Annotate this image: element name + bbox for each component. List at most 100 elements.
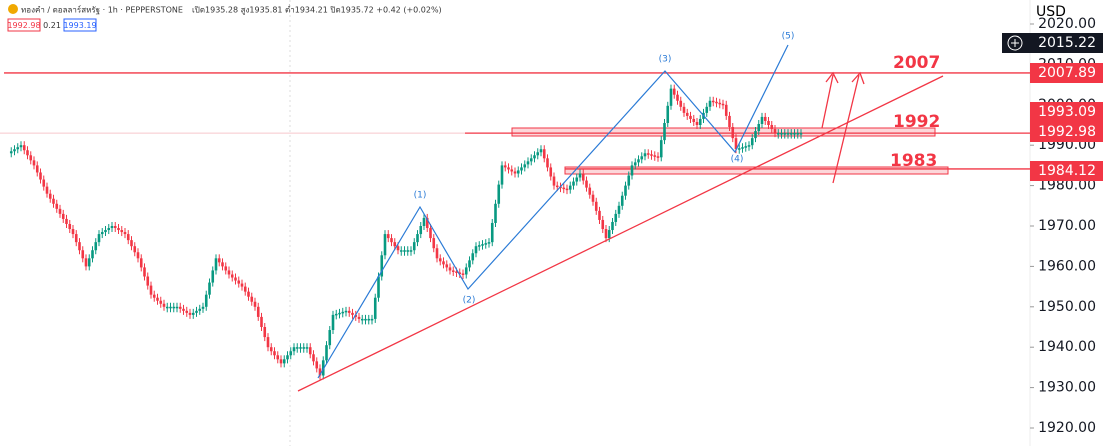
candle — [484, 243, 488, 245]
candle — [581, 173, 585, 181]
candle — [273, 351, 276, 356]
candle — [16, 147, 20, 150]
candle — [773, 129, 777, 134]
candle — [412, 242, 416, 251]
candle — [357, 316, 361, 319]
candle — [438, 258, 442, 262]
candle — [783, 133, 787, 135]
candle — [370, 318, 374, 321]
price-label: 2015.22 — [1038, 35, 1096, 51]
candle — [224, 266, 228, 271]
candle — [169, 306, 172, 309]
candle — [672, 88, 676, 95]
candle — [315, 361, 319, 369]
zone — [511, 127, 936, 137]
candle — [217, 258, 221, 263]
candle — [650, 154, 653, 156]
candle — [380, 255, 384, 277]
add-button[interactable] — [1007, 35, 1023, 51]
candle — [692, 118, 696, 122]
candle — [35, 165, 39, 173]
candle — [552, 176, 556, 186]
candle — [266, 337, 270, 348]
candle — [133, 246, 137, 253]
candle — [214, 258, 218, 271]
candle — [26, 150, 29, 156]
candle — [162, 303, 166, 307]
candle — [425, 217, 429, 229]
candle — [269, 347, 273, 352]
candle — [799, 133, 803, 135]
candle — [721, 103, 725, 106]
candle — [178, 306, 182, 309]
candle — [331, 314, 335, 331]
candle — [396, 246, 400, 251]
candle — [29, 155, 33, 161]
candle — [481, 244, 484, 246]
wave-label: (4) — [731, 155, 744, 165]
currency[interactable]: USD — [1036, 4, 1066, 20]
candle — [546, 158, 549, 168]
trend-line — [297, 75, 944, 392]
price-label: 2007.89 — [1038, 65, 1096, 81]
candle — [191, 312, 195, 315]
candle — [110, 226, 114, 229]
candle — [42, 179, 46, 187]
candle — [295, 347, 299, 349]
candle — [474, 246, 478, 254]
candle — [789, 133, 793, 135]
candle — [718, 102, 722, 105]
candle — [247, 291, 250, 297]
candle — [432, 238, 436, 249]
price-label: 1993.09 — [1038, 104, 1096, 120]
candle — [757, 123, 761, 132]
candle — [529, 158, 533, 162]
candle — [416, 234, 419, 243]
candle — [695, 121, 699, 125]
candle — [705, 106, 709, 113]
candle — [136, 252, 140, 259]
candle — [542, 149, 546, 159]
candle — [321, 360, 325, 376]
candle — [568, 185, 572, 190]
candle — [74, 234, 78, 243]
candle — [637, 159, 640, 163]
bid-box[interactable] — [7, 18, 41, 32]
candle — [503, 165, 507, 168]
candle — [52, 198, 55, 204]
arrow — [832, 71, 865, 184]
candle — [318, 368, 322, 376]
wave — [317, 44, 789, 379]
candle — [234, 277, 237, 281]
candle — [68, 223, 72, 230]
candle — [653, 155, 657, 157]
candle — [747, 145, 751, 147]
price-label: 1984.12 — [1038, 163, 1096, 179]
candle — [497, 184, 501, 204]
candle — [715, 101, 718, 104]
candle — [455, 271, 458, 273]
candle — [188, 312, 192, 315]
price-label-box — [1002, 33, 1103, 53]
candle — [640, 156, 644, 160]
candle — [390, 238, 393, 243]
y-tick-label: 1920.00 — [1038, 420, 1096, 436]
candle — [13, 149, 16, 152]
candle — [250, 296, 254, 302]
candle — [325, 345, 328, 361]
candle — [643, 153, 647, 157]
annotation: 2007 — [893, 53, 940, 73]
candle — [195, 310, 198, 313]
candle — [39, 172, 42, 180]
candle — [448, 267, 452, 271]
candle — [451, 270, 455, 272]
candle — [754, 131, 757, 139]
candle — [461, 273, 465, 275]
candle — [776, 133, 780, 135]
y-tick-label: 1980.00 — [1038, 178, 1096, 194]
candle — [9, 151, 13, 154]
candle — [347, 310, 351, 313]
candle — [78, 242, 81, 251]
candle — [536, 152, 540, 156]
ask-box[interactable] — [63, 18, 97, 32]
